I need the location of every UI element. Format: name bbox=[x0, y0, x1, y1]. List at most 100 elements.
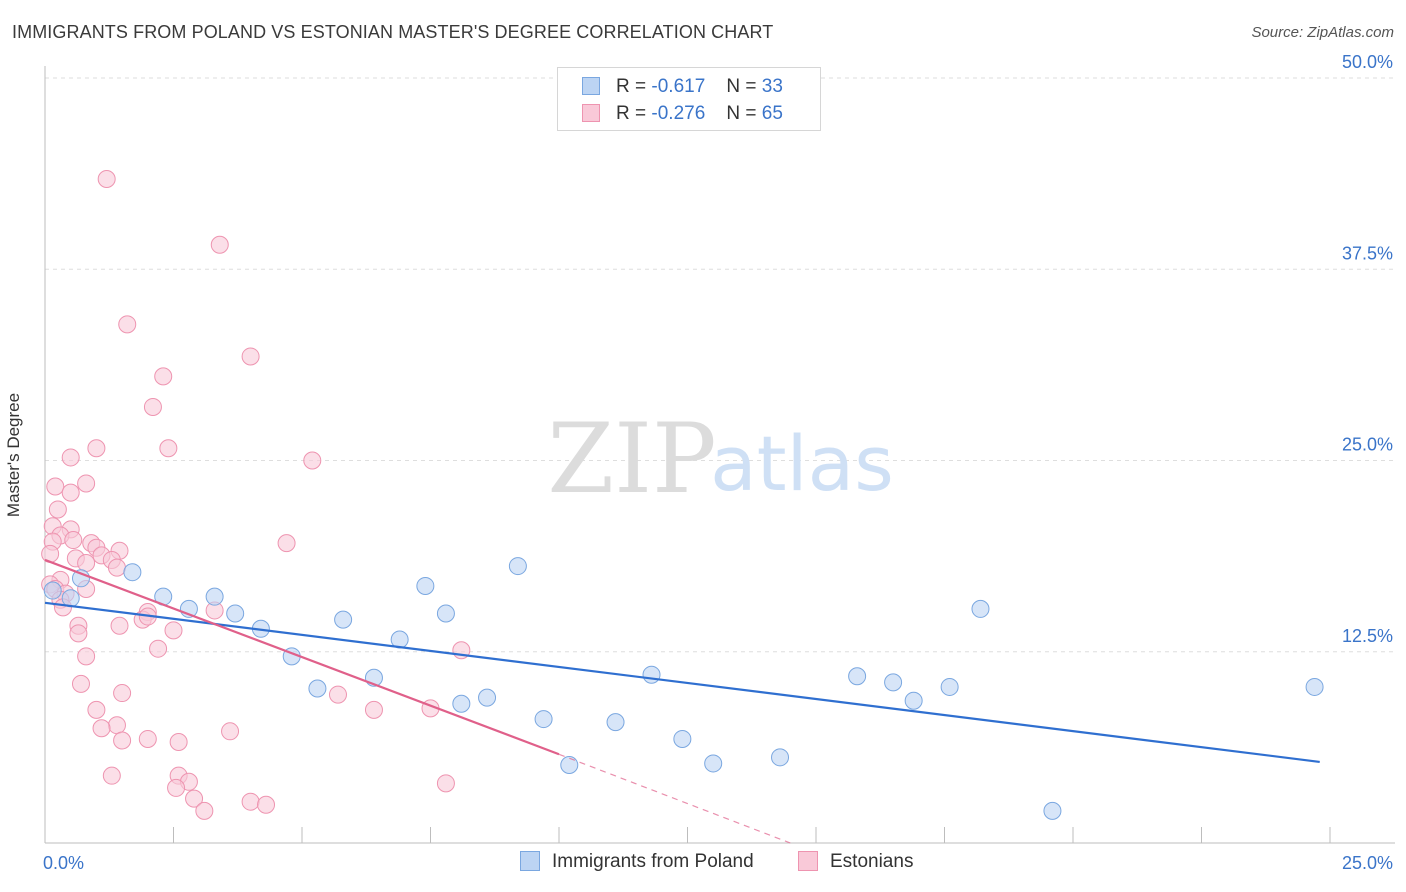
estonians-point bbox=[69, 624, 88, 643]
estonians-point bbox=[164, 621, 183, 640]
r-label: R = bbox=[616, 76, 647, 97]
y-axis-label: Master's Degree bbox=[4, 392, 23, 518]
estonians-point bbox=[328, 685, 347, 704]
poland-points bbox=[43, 557, 1324, 820]
estonians-point bbox=[364, 700, 383, 719]
y-tick-label: 25.0% bbox=[1342, 435, 1393, 455]
legend-label-poland: Immigrants from Poland bbox=[552, 851, 754, 872]
estonians-point bbox=[102, 766, 121, 785]
estonians-point bbox=[221, 722, 240, 741]
estonians-point bbox=[154, 367, 173, 386]
estonians-point bbox=[61, 483, 80, 502]
estonians-point bbox=[195, 801, 214, 820]
estonians-trend-line bbox=[44, 558, 560, 756]
watermark-atlas: atlas bbox=[710, 419, 894, 508]
r-value-estonians: -0.276 bbox=[651, 103, 706, 124]
estonians-point bbox=[107, 716, 126, 735]
poland-point bbox=[226, 604, 245, 623]
poland-point bbox=[416, 576, 435, 595]
poland-point bbox=[508, 557, 527, 576]
estonians-point bbox=[92, 719, 111, 738]
poland-point bbox=[436, 604, 455, 623]
poland-point bbox=[673, 729, 692, 748]
estonians-trend-extension bbox=[558, 753, 791, 844]
poland-point bbox=[308, 679, 327, 698]
estonians-point bbox=[138, 729, 157, 748]
y-tick-label: 37.5% bbox=[1342, 243, 1393, 263]
estonians-point bbox=[77, 474, 96, 493]
poland-point bbox=[1043, 801, 1062, 820]
estonians-point bbox=[113, 684, 132, 703]
estonians-point bbox=[113, 731, 132, 750]
estonians-point bbox=[241, 347, 260, 366]
n-label: N = bbox=[726, 103, 757, 124]
legend-item-estonians: Estonians bbox=[798, 851, 913, 873]
estonians-point bbox=[436, 774, 455, 793]
estonians-point bbox=[277, 534, 296, 553]
legend-item-poland: Immigrants from Poland bbox=[520, 851, 754, 873]
chart-title: IMMIGRANTS FROM POLAND VS ESTONIAN MASTE… bbox=[12, 22, 774, 42]
n-label: N = bbox=[726, 76, 757, 97]
legend-row-poland: R = -0.617 N = 33 bbox=[582, 76, 783, 100]
x-tick-label: 25.0% bbox=[1342, 853, 1393, 873]
r-value-poland: -0.617 bbox=[651, 76, 706, 97]
estonians-point bbox=[159, 439, 178, 458]
poland-point bbox=[123, 563, 142, 582]
estonians-point bbox=[46, 477, 65, 496]
tick-labels: 12.5% 25.0% 37.5% 50.0% 0.0% 25.0% bbox=[43, 52, 1393, 873]
estonians-point bbox=[77, 647, 96, 666]
estonians-points bbox=[41, 169, 471, 820]
poland-point bbox=[940, 677, 959, 696]
legend-label-estonians: Estonians bbox=[830, 851, 914, 872]
poland-point bbox=[452, 694, 471, 713]
watermark: ZIP atlas bbox=[547, 403, 893, 515]
estonians-point bbox=[71, 674, 90, 693]
trend-lines bbox=[44, 558, 1320, 844]
x-tick-label: 0.0% bbox=[43, 853, 84, 873]
estonians-point bbox=[118, 315, 137, 334]
poland-point bbox=[884, 673, 903, 692]
poland-point bbox=[771, 748, 790, 767]
poland-point bbox=[1305, 677, 1324, 696]
poland-point bbox=[848, 667, 867, 686]
poland-point bbox=[205, 587, 224, 606]
poland-point bbox=[904, 691, 923, 710]
estonians-point bbox=[185, 789, 204, 808]
poland-point bbox=[534, 710, 553, 729]
estonians-point bbox=[64, 531, 83, 550]
y-tick-label: 12.5% bbox=[1342, 626, 1393, 646]
estonians-point bbox=[87, 700, 106, 719]
poland-legend-swatch bbox=[520, 851, 540, 871]
estonians-point bbox=[167, 778, 186, 797]
poland-point bbox=[560, 755, 579, 774]
estonians-legend-swatch bbox=[798, 851, 818, 871]
estonians-point bbox=[303, 451, 322, 470]
estonians-point bbox=[169, 733, 188, 752]
poland-point bbox=[642, 665, 661, 684]
n-value-estonians: 65 bbox=[761, 103, 783, 124]
estonians-swatch bbox=[582, 104, 600, 122]
estonians-point bbox=[210, 235, 229, 254]
estonians-point bbox=[77, 554, 96, 573]
estonians-point bbox=[143, 397, 162, 416]
estonians-point bbox=[87, 439, 106, 458]
poland-swatch bbox=[582, 77, 600, 95]
estonians-point bbox=[257, 795, 276, 814]
poland-point bbox=[334, 610, 353, 629]
estonians-point bbox=[97, 169, 116, 188]
estonians-point bbox=[107, 558, 126, 577]
poland-point bbox=[704, 754, 723, 773]
poland-point bbox=[606, 713, 625, 732]
estonians-point bbox=[241, 792, 260, 811]
n-value-poland: 33 bbox=[761, 76, 783, 97]
estonians-point bbox=[61, 448, 80, 467]
estonians-point bbox=[41, 544, 60, 563]
y-tick-label: 50.0% bbox=[1342, 52, 1393, 72]
source-label: Source: ZipAtlas.com bbox=[1251, 24, 1394, 41]
r-label: R = bbox=[616, 103, 647, 124]
poland-point bbox=[478, 688, 497, 707]
correlation-legend: R = -0.617 N = 33 R = -0.276 N = 65 bbox=[557, 67, 821, 131]
estonians-point bbox=[149, 639, 168, 658]
poland-point bbox=[43, 581, 62, 600]
